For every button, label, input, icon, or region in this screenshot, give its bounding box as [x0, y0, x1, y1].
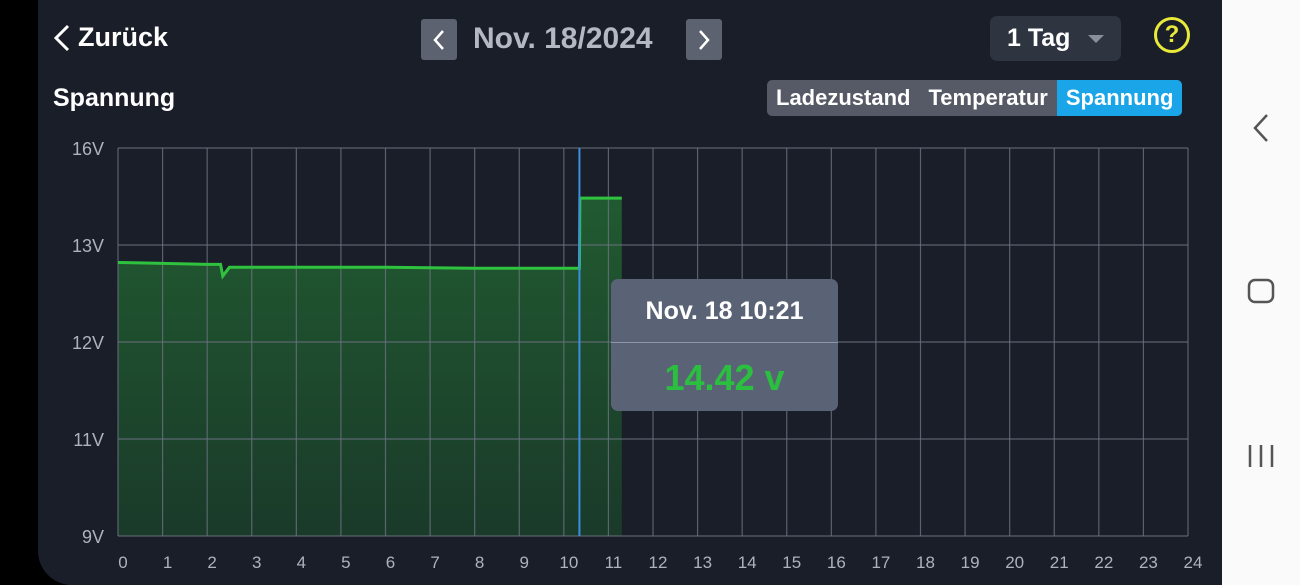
- range-dropdown[interactable]: 1 Tag: [990, 16, 1121, 61]
- x-tick-label: 20: [1005, 553, 1024, 572]
- x-tick-label: 24: [1184, 553, 1203, 572]
- series-line: [117, 196, 622, 280]
- x-tick-label: 6: [386, 553, 395, 572]
- x-tick-label: 17: [871, 553, 890, 572]
- x-tick-label: 14: [738, 553, 757, 572]
- x-tick-label: 23: [1139, 553, 1158, 572]
- prev-date-button[interactable]: [421, 19, 457, 60]
- x-tick-label: 16: [827, 553, 846, 572]
- next-date-button[interactable]: [686, 19, 722, 60]
- range-value: 1 Tag: [1007, 24, 1071, 52]
- x-tick-label: 12: [649, 553, 668, 572]
- y-tick-label: 12V: [72, 333, 104, 353]
- x-tick-label: 2: [207, 553, 216, 572]
- section-title: Spannung: [53, 84, 176, 112]
- x-tick-label: 13: [693, 553, 712, 572]
- tab-ladezustand[interactable]: Ladezustand: [776, 85, 911, 110]
- tooltip-time: Nov. 18 10:21: [611, 279, 838, 343]
- chevron-right-icon: [699, 29, 710, 50]
- x-tick-label: 10: [559, 553, 578, 572]
- series-area: [118, 198, 622, 536]
- chevron-left-icon: [53, 24, 70, 51]
- y-tick-label: 13V: [72, 236, 104, 256]
- y-tick-label: 16V: [72, 139, 104, 159]
- square-icon[interactable]: [1222, 277, 1300, 305]
- x-tick-label: 7: [430, 553, 439, 572]
- back-label: Zurück: [78, 22, 169, 52]
- x-tick-label: 5: [341, 553, 350, 572]
- x-tick-label: 0: [118, 553, 127, 572]
- back-button[interactable]: Zurück: [52, 22, 168, 53]
- tooltip-value: 14.42 v: [664, 357, 785, 398]
- x-tick-label: 15: [782, 553, 801, 572]
- chart-tooltip: Nov. 18 10:21 14.42 v: [611, 279, 838, 411]
- current-date: Nov. 18/2024: [473, 22, 653, 55]
- x-tick-label: 22: [1094, 553, 1113, 572]
- x-tick-label: 1: [163, 553, 172, 572]
- metric-tabs: Ladezustand Temperatur Spannung: [767, 80, 1183, 116]
- x-tick-label: 18: [916, 553, 935, 572]
- chevron-left-icon[interactable]: [1222, 112, 1300, 144]
- chevron-left-icon: [433, 29, 444, 50]
- help-icon[interactable]: ?: [1154, 17, 1190, 53]
- recent-apps-icon[interactable]: [1222, 443, 1300, 469]
- voltage-chart[interactable]: 0 1 2 3 4 5 6 7 8 9 10 11 12 13 14 15 16 17 18 19 20 21 22 23 24…: [0, 0, 1222, 585]
- tab-temperatur[interactable]: Temperatur: [928, 85, 1048, 110]
- x-tick-label: 9: [520, 553, 529, 572]
- x-tick-label: 19: [961, 553, 980, 572]
- x-tick-label: 11: [605, 553, 623, 572]
- y-tick-label: 11V: [73, 430, 104, 450]
- x-tick-label: 8: [475, 553, 484, 572]
- tab-spannung[interactable]: Spannung: [1056, 80, 1183, 116]
- dropdown-arrow-icon: [1088, 35, 1104, 43]
- system-nav-bar: [1222, 0, 1300, 585]
- y-tick-label: 9V: [82, 527, 104, 547]
- x-tick-label: 3: [252, 553, 261, 572]
- x-tick-label: 4: [297, 553, 306, 572]
- x-tick-label: 21: [1050, 553, 1069, 572]
